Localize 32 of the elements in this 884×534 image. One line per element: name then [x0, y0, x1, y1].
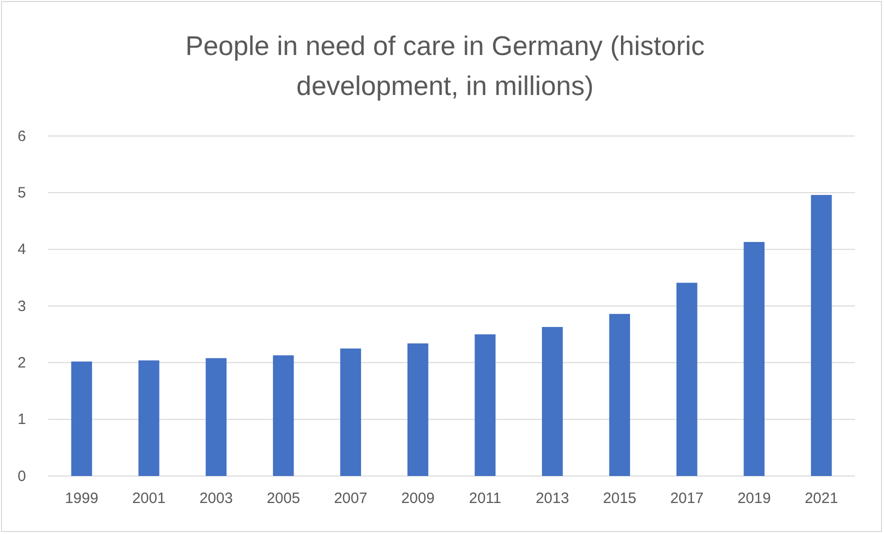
y-tick-label: 1	[18, 411, 26, 428]
bar	[340, 348, 362, 476]
x-tick-label: 2009	[401, 490, 435, 507]
chart-title: People in need of care in Germany (historic development, in millions)	[185, 31, 705, 101]
bar	[609, 314, 630, 476]
x-tick-label: 2005	[266, 490, 300, 507]
x-tick-label: 2013	[536, 490, 570, 507]
y-tick-label: 4	[18, 241, 26, 258]
bar	[744, 242, 765, 476]
x-tick-label: 2011	[468, 490, 502, 507]
bar	[138, 360, 160, 476]
bar	[474, 334, 496, 476]
bar	[542, 326, 563, 476]
bar	[206, 358, 227, 476]
x-tick-label: 2001	[132, 490, 166, 507]
y-tick-label: 2	[18, 354, 26, 372]
y-tick-label: 0	[18, 468, 26, 485]
x-tick-label: 2015	[602, 490, 636, 507]
bar	[676, 282, 698, 476]
bar	[407, 343, 428, 476]
x-tick-label: 2007	[334, 490, 368, 507]
bar	[71, 362, 92, 476]
bar	[810, 194, 832, 476]
bar	[272, 355, 294, 476]
y-tick-label: 6	[18, 128, 26, 145]
x-tick-label: 2021	[804, 490, 838, 507]
x-tick-label: 2003	[199, 490, 233, 507]
x-tick-label: 1999	[64, 490, 98, 507]
y-tick-label: 3	[18, 298, 26, 315]
x-tick-label: 2019	[737, 490, 771, 507]
x-tick-label: 2017	[670, 490, 704, 507]
y-tick-label: 5	[18, 184, 26, 202]
